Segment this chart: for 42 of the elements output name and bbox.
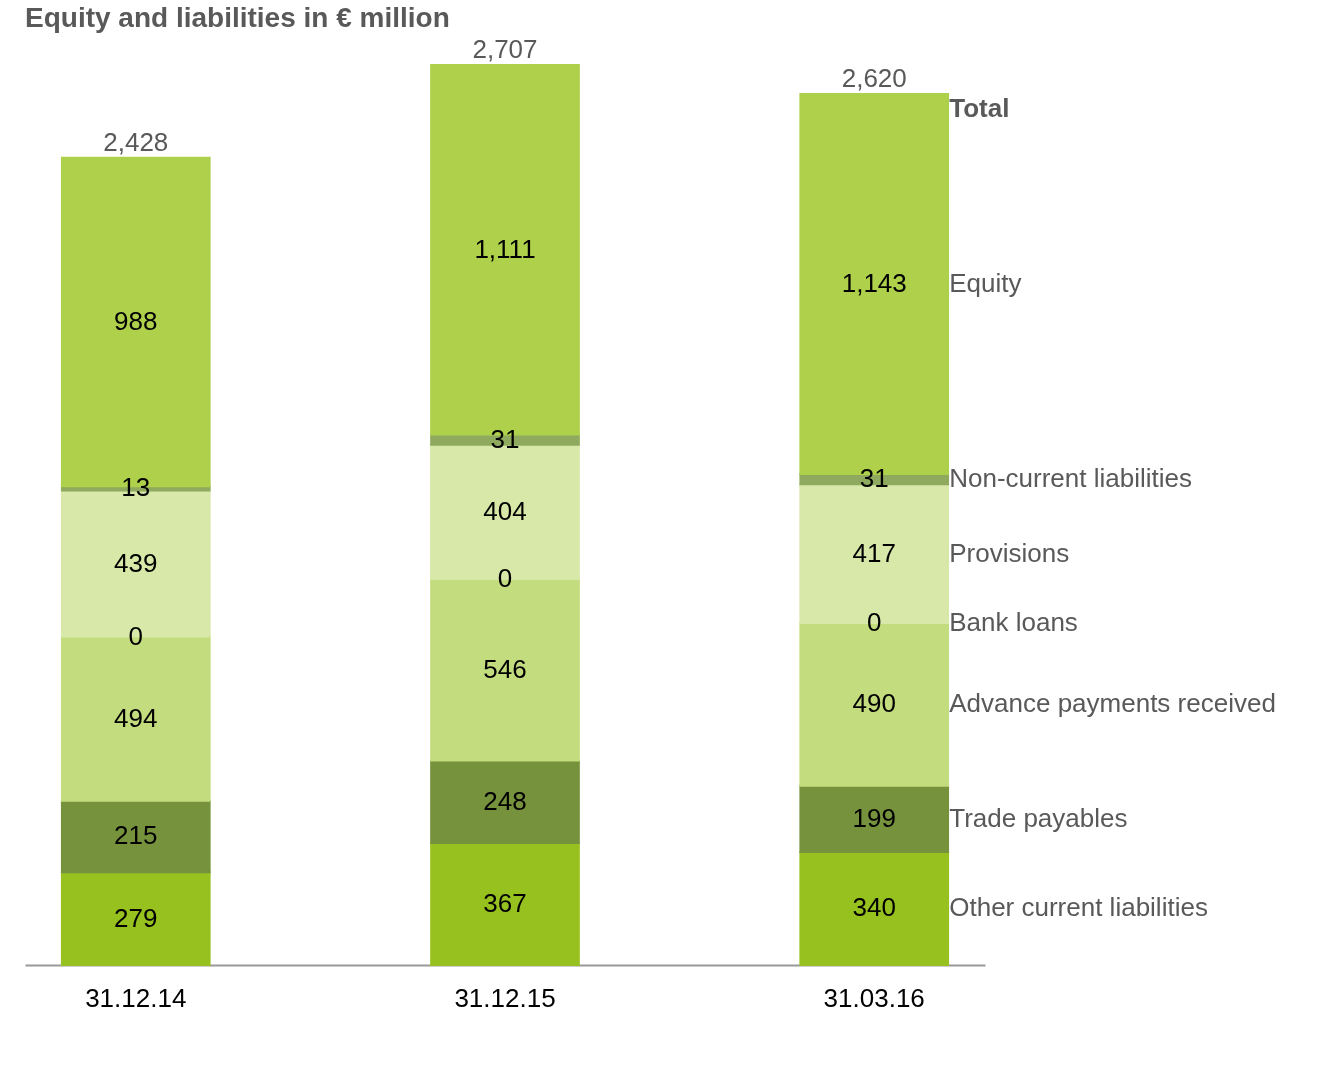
data-label: 215 [114,820,158,851]
data-label: 439 [114,547,158,578]
data-label: 13 [121,472,151,503]
series-label: Trade payables [949,802,1128,833]
total-label: 2,707 [472,34,538,64]
data-label: 248 [483,785,527,816]
data-label: 546 [483,653,527,684]
data-label: 367 [483,887,527,918]
data-label: 340 [852,892,896,923]
series-label: Other current liabilities [949,892,1208,923]
series-label: Advance payments received [949,688,1276,719]
data-label: 490 [852,688,896,719]
data-label: 0 [867,606,882,637]
bar [799,850,950,966]
bar [430,841,580,966]
data-label: 1,111 [474,233,536,264]
data-label: 404 [483,495,527,526]
data-label: 417 [852,537,896,568]
series-label: Provisions [949,537,1070,568]
data-label: 0 [497,563,513,593]
bar [430,759,580,844]
chart-title: Equity and liabilities in € million [25,2,450,33]
data-label: 199 [852,802,896,833]
bar [60,799,211,874]
data-label: 988 [114,306,158,336]
data-label: 494 [114,702,158,733]
series-label: Non-current liabilities [949,463,1192,494]
total-label: 2,620 [841,62,907,93]
x-tick-label: 31.03.16 [823,982,925,1013]
total-label: 2,428 [103,126,169,157]
annotation: Total [949,92,1010,123]
data-label: 31 [490,423,520,454]
bar [60,871,211,966]
series-label: Bank loans [949,606,1078,637]
data-label: 1,143 [841,267,907,298]
bar [799,784,950,853]
x-tick-label: 31.12.15 [454,982,556,1013]
data-label: 0 [128,620,143,651]
x-tick-label: 31.12.14 [85,982,187,1013]
series-label: Equity [949,267,1022,298]
data-label: 279 [114,902,158,933]
data-label: 31 [859,463,889,494]
